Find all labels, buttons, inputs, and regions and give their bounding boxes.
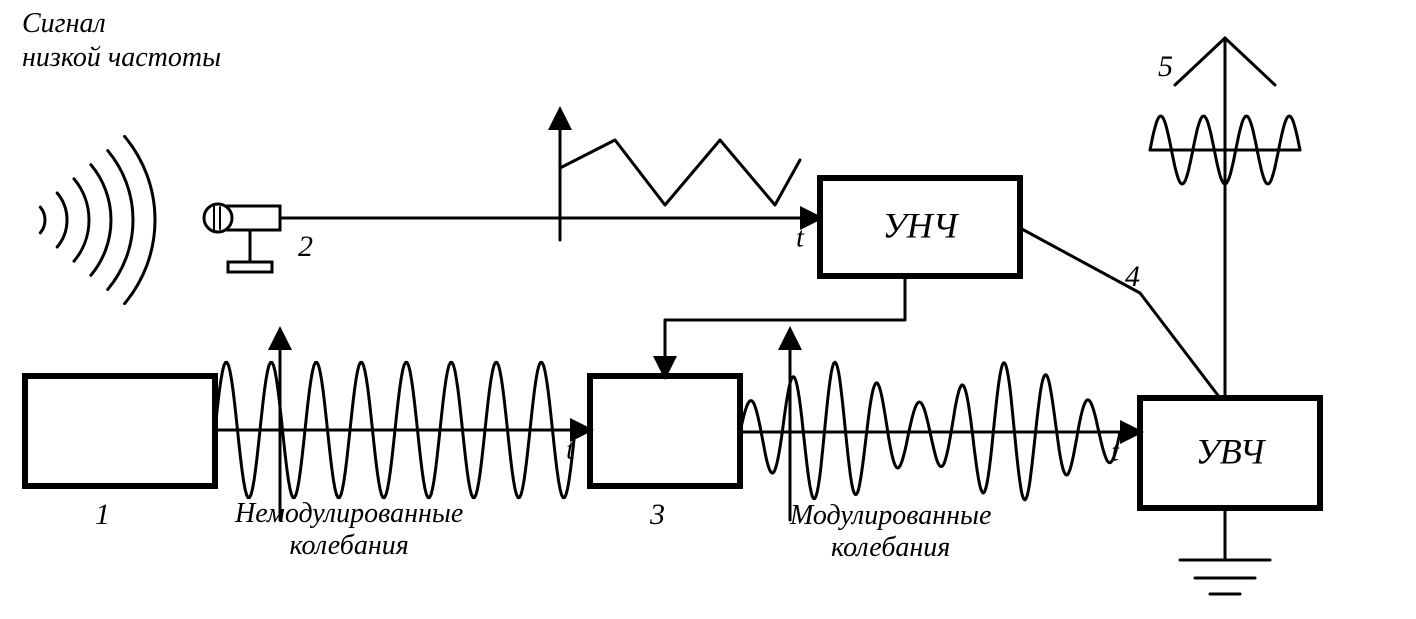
label-signal-line2: низкой частоты [22, 42, 221, 74]
number-2: 2 [298, 230, 313, 264]
number-3: 3 [650, 498, 665, 532]
diagram-svg: tУНЧУВЧtt [0, 0, 1416, 619]
svg-text:t: t [796, 222, 805, 253]
number-1: 1 [95, 498, 110, 532]
svg-text:УВЧ: УВЧ [1196, 431, 1267, 471]
label-unmodulated: Немодулированные колебания [235, 498, 463, 562]
number-5: 5 [1158, 50, 1173, 84]
label-modulated: Модулированные колебания [790, 500, 991, 564]
diagram-canvas: tУНЧУВЧtt Сигнал низкой частоты Немодули… [0, 0, 1416, 619]
label-signal-line1: Сигнал [22, 8, 106, 40]
number-4: 4 [1125, 260, 1140, 294]
svg-text:УНЧ: УНЧ [882, 205, 959, 245]
